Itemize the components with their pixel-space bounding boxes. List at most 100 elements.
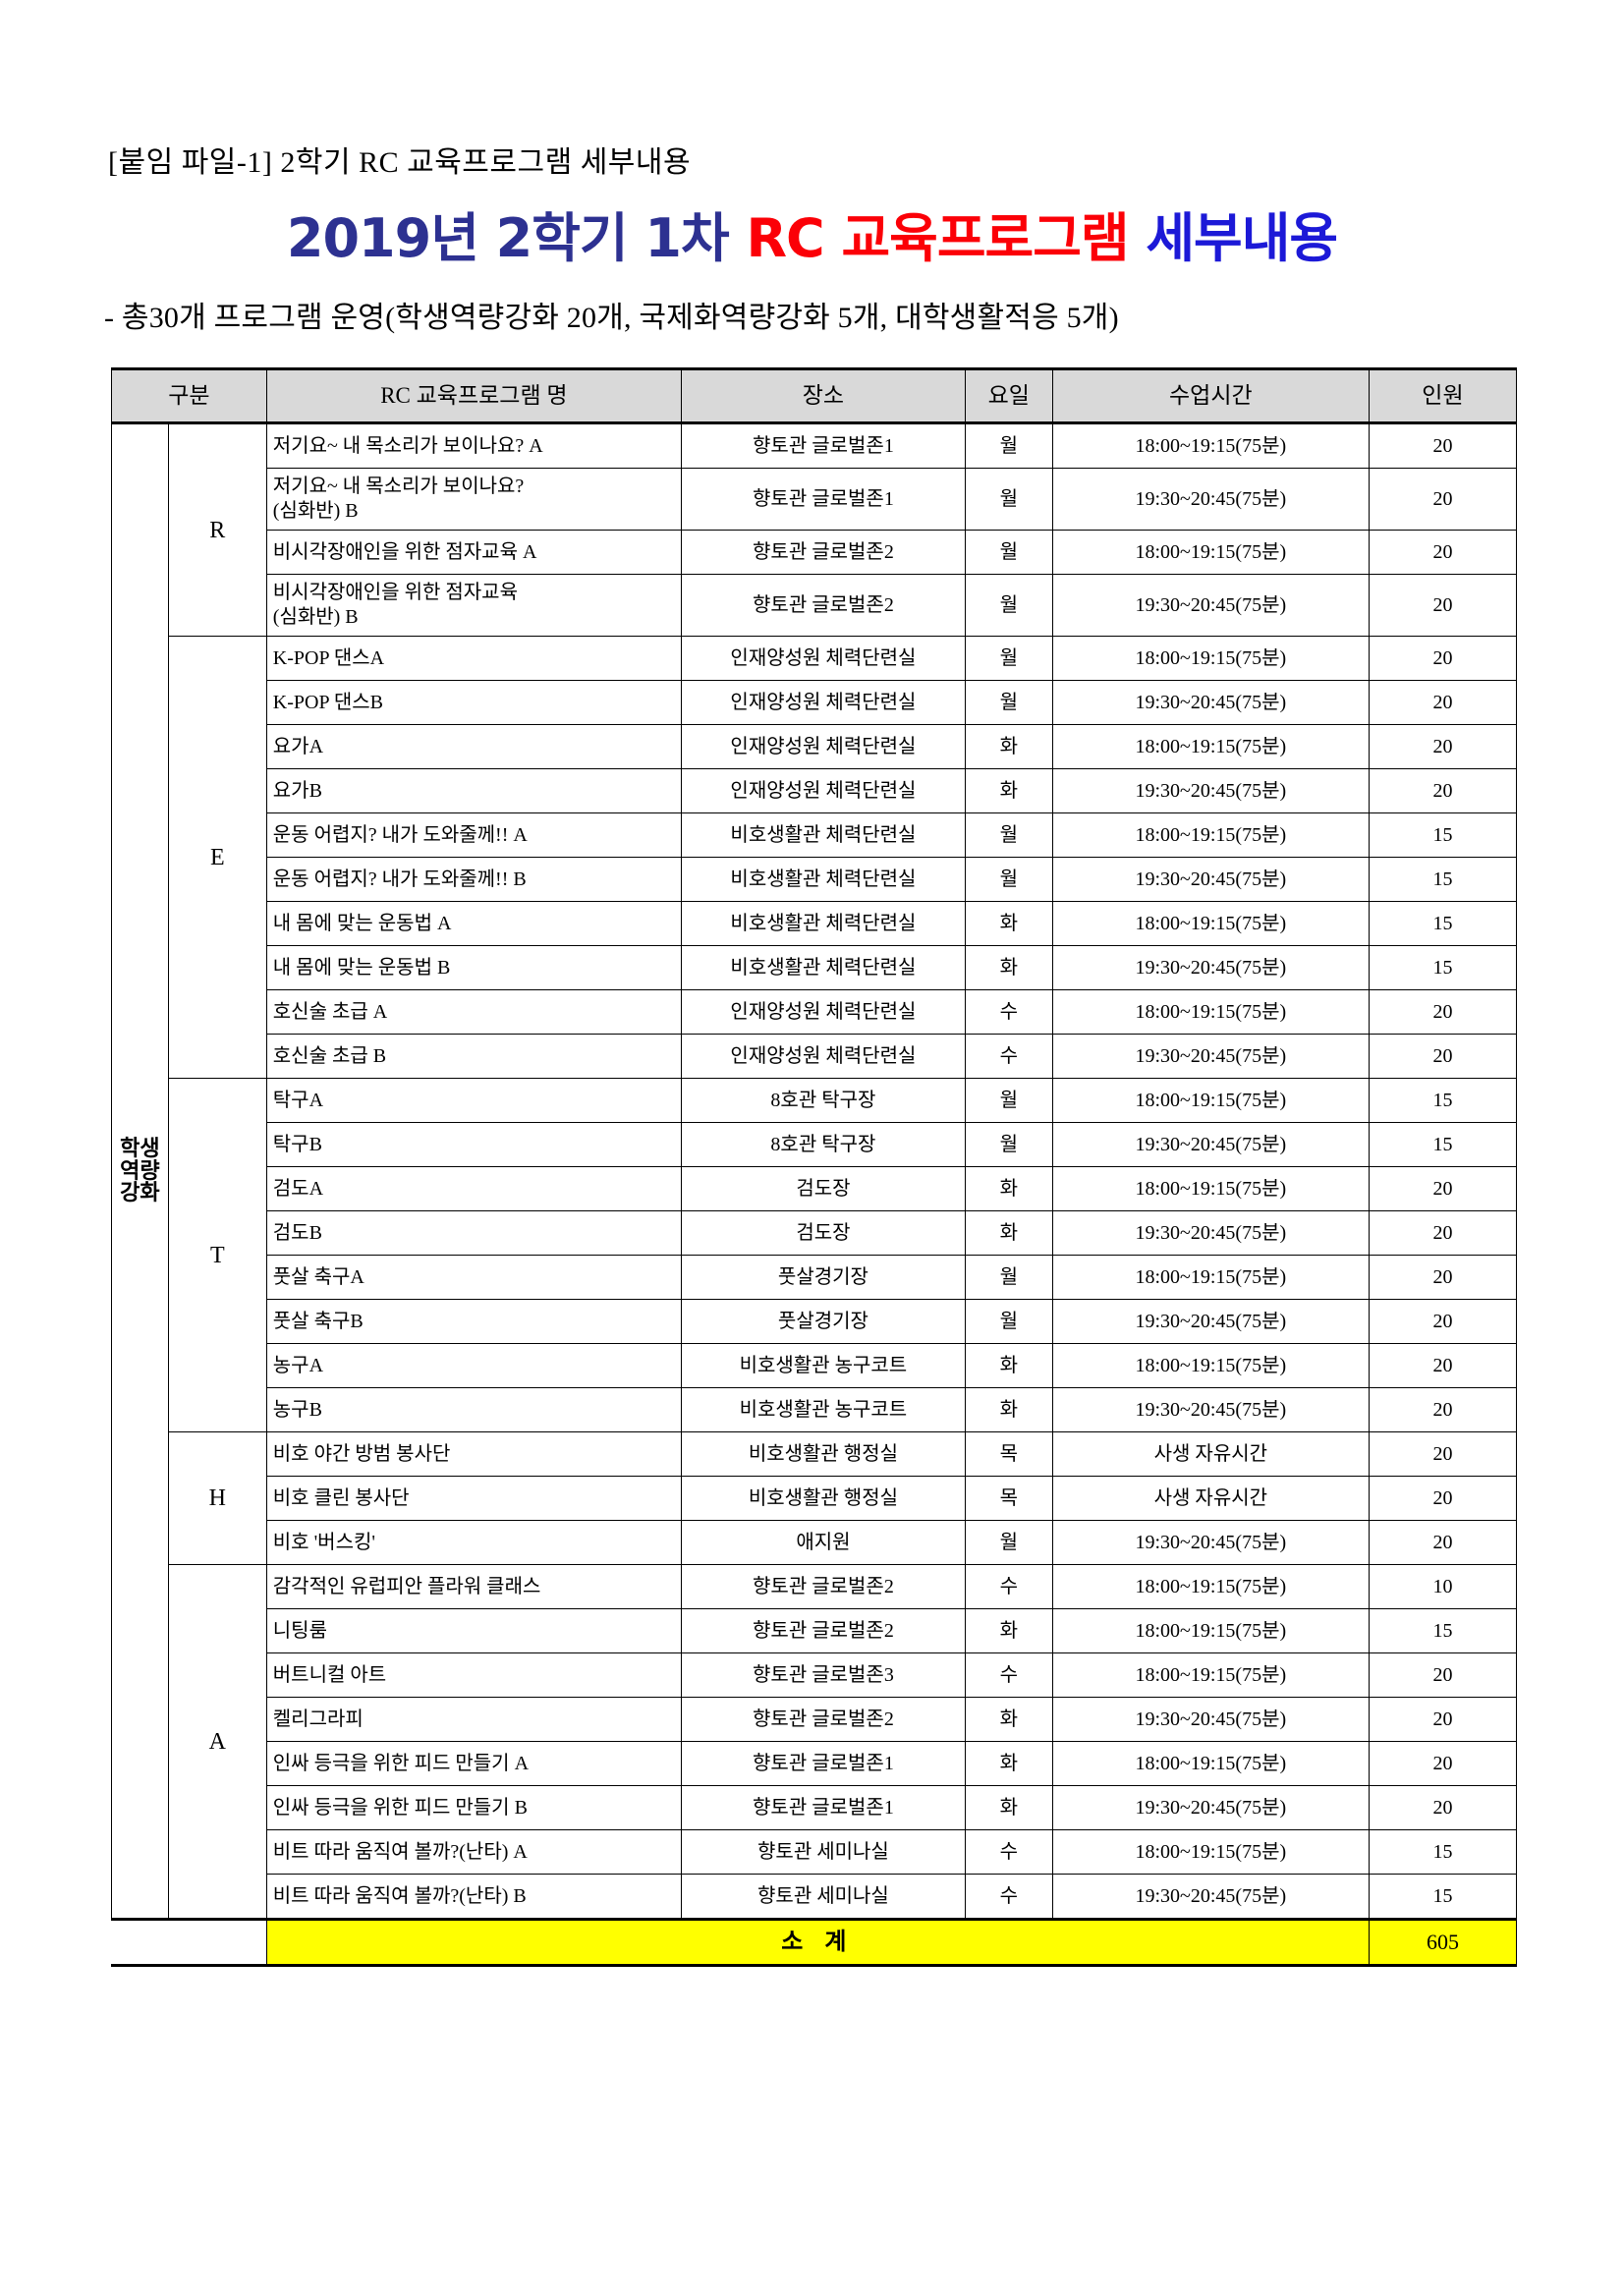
time-cell: 사생 자유시간 — [1051, 1431, 1370, 1477]
program-name-cell: 탁구B — [265, 1122, 682, 1167]
time-cell: 19:30~20:45(75분) — [1051, 1520, 1370, 1565]
capacity-cell: 15 — [1368, 1122, 1518, 1167]
place-cell: 향토관 세미나실 — [680, 1829, 966, 1875]
program-name-cell: 비호 클린 봉사단 — [265, 1476, 682, 1521]
place-cell: 비호생활관 농구코트 — [680, 1343, 966, 1388]
place-cell: 인재양성원 체력단련실 — [680, 989, 966, 1035]
group-code-cell-a: A — [167, 1564, 267, 1920]
table-row: 비트 따라 움직여 볼까?(난타) A 향토관 세미나실 수 18:00~19:15(… — [112, 1829, 1518, 1875]
program-name-cell: 저기요~ 내 목소리가 보이나요? (심화반) B — [265, 468, 682, 531]
place-cell: 향토관 세미나실 — [680, 1874, 966, 1920]
table-row: 호신술 초급 A 인재양성원 체력단련실 수 18:00~19:15(75분) 20 — [112, 989, 1518, 1035]
day-cell: 월 — [964, 530, 1053, 575]
program-name-line: 감각적인 유럽피안 플라워 클래스 — [272, 1575, 541, 1597]
program-name-cell: 농구B — [265, 1387, 682, 1432]
capacity-cell: 20 — [1368, 1034, 1518, 1079]
capacity-cell: 20 — [1368, 530, 1518, 575]
program-name-line: 인싸 등극을 위한 피드 만들기 A — [272, 1752, 530, 1774]
day-cell: 화 — [964, 1210, 1053, 1256]
program-name-cell: 운동 어렵지? 내가 도와줄께!! A — [265, 812, 682, 858]
time-cell: 18:00~19:15(75분) — [1051, 724, 1370, 769]
time-cell: 19:30~20:45(75분) — [1051, 768, 1370, 813]
time-cell: 19:30~20:45(75분) — [1051, 680, 1370, 725]
place-cell: 인재양성원 체력단련실 — [680, 1034, 966, 1079]
capacity-cell: 20 — [1368, 1255, 1518, 1300]
program-name-cell: 니팅룸 — [265, 1608, 682, 1653]
place-cell: 인재양성원 체력단련실 — [680, 724, 966, 769]
table-row: E K-POP 댄스A 인재양성원 체력단련실 월 18:00~19:15(75분) 20 — [112, 636, 1518, 1079]
column-header-time: 수업시간 — [1051, 367, 1370, 424]
table-row: 켈리그라피 향토관 글로벌존2 화 19:30~20:45(75분) 20 — [112, 1697, 1518, 1742]
place-cell: 향토관 글로벌존1 — [680, 422, 966, 469]
program-name-line: 내 몸에 맞는 운동법 A — [272, 912, 452, 934]
capacity-cell: 20 — [1368, 1210, 1518, 1256]
program-name-line: 비트 따라 움직여 볼까?(난타) B — [272, 1884, 527, 1907]
day-cell: 목 — [964, 1476, 1053, 1521]
subtotal-label: 소 계 — [265, 1918, 1370, 1967]
program-name-cell: 인싸 등극을 위한 피드 만들기 B — [265, 1785, 682, 1830]
program-name-cell: 비트 따라 움직여 볼까?(난타) B — [265, 1874, 682, 1920]
subtotal-blank-cell — [111, 1918, 267, 1967]
day-cell: 화 — [964, 1608, 1053, 1653]
table-row: 비트 따라 움직여 볼까?(난타) B 향토관 세미나실 수 19:30~20:45(… — [112, 1874, 1518, 1920]
program-name-line: 저기요~ 내 목소리가 보이나요? A — [272, 434, 543, 457]
program-name-cell: 비트 따라 움직여 볼까?(난타) A — [265, 1829, 682, 1875]
place-cell: 향토관 글로벌존1 — [680, 1741, 966, 1786]
column-header-place: 장소 — [680, 367, 966, 424]
category-label-char: 화 — [140, 1180, 160, 1205]
day-cell: 수 — [964, 1564, 1053, 1609]
time-cell: 18:00~19:15(75분) — [1051, 636, 1370, 681]
place-cell: 검도장 — [680, 1210, 966, 1256]
program-table: 구분 RC 교육프로그램 명 장소 요일 수업시간 인원 학 역 강 생 량 화 R 저기요~… — [111, 367, 1518, 1967]
program-name-line: 검도A — [272, 1177, 324, 1200]
table-row: 인싸 등극을 위한 피드 만들기 A 향토관 글로벌존1 화 18:00~19:15(… — [112, 1741, 1518, 1786]
program-name-cell: 호신술 초급 B — [265, 1034, 682, 1079]
table-head: 구분 RC 교육프로그램 명 장소 요일 수업시간 인원 — [111, 367, 1518, 424]
time-cell: 19:30~20:45(75분) — [1051, 1034, 1370, 1079]
day-cell: 월 — [964, 636, 1053, 681]
table-row: 검도B 검도장 화 19:30~20:45(75분) 20 — [112, 1210, 1518, 1256]
day-cell: 월 — [964, 812, 1053, 858]
page-title-part-blue: 세부내용 — [1146, 207, 1338, 269]
capacity-cell: 20 — [1368, 468, 1518, 531]
table-row: 농구B 비호생활관 농구코트 화 19:30~20:45(75분) 20 — [112, 1387, 1518, 1432]
place-cell: 향토관 글로벌존2 — [680, 1608, 966, 1653]
program-name-line: 비시각장애인을 위한 점자교육 — [272, 582, 518, 603]
day-cell: 화 — [964, 768, 1053, 813]
program-name-cell: 감각적인 유럽피안 플라워 클래스 — [265, 1564, 682, 1609]
group-code-cell-e: E — [167, 636, 267, 1079]
program-name-line: 풋살 축구B — [272, 1310, 364, 1332]
capacity-cell: 15 — [1368, 901, 1518, 946]
time-cell: 18:00~19:15(75분) — [1051, 530, 1370, 575]
day-cell: 월 — [964, 680, 1053, 725]
time-cell: 18:00~19:15(75분) — [1051, 812, 1370, 858]
place-cell: 비호생활관 행정실 — [680, 1431, 966, 1477]
table-row: 비시각장애인을 위한 점자교육 A 향토관 글로벌존2 월 18:00~19:15(7… — [112, 530, 1518, 575]
place-cell: 비호생활관 체력단련실 — [680, 945, 966, 990]
program-name-cell: 비호 야간 방범 봉사단 — [265, 1431, 682, 1477]
table-row: 니팅룸 향토관 글로벌존2 화 18:00~19:15(75분) 15 — [112, 1608, 1518, 1653]
capacity-cell: 15 — [1368, 1829, 1518, 1875]
program-name-cell: 버트니컬 아트 — [265, 1652, 682, 1698]
column-header-category: 구분 — [111, 367, 267, 424]
group-code-cell-h: H — [167, 1431, 267, 1565]
table-row: 호신술 초급 B 인재양성원 체력단련실 수 19:30~20:45(75분) 20 — [112, 1034, 1518, 1079]
capacity-cell: 20 — [1368, 1299, 1518, 1344]
place-cell: 비호생활관 체력단련실 — [680, 901, 966, 946]
day-cell: 월 — [964, 1520, 1053, 1565]
place-cell: 8호관 탁구장 — [680, 1122, 966, 1167]
place-cell: 향토관 글로벌존2 — [680, 1564, 966, 1609]
program-name-line: 비트 따라 움직여 볼까?(난타) A — [272, 1840, 528, 1863]
table-row: 요가A 인재양성원 체력단련실 화 18:00~19:15(75분) 20 — [112, 724, 1518, 769]
day-cell: 화 — [964, 1343, 1053, 1388]
program-name-cell: 농구A — [265, 1343, 682, 1388]
capacity-cell: 20 — [1368, 1166, 1518, 1211]
program-name-line: 비호 야간 방범 봉사단 — [272, 1442, 451, 1465]
place-cell: 향토관 글로벌존1 — [680, 468, 966, 531]
table-row: 내 몸에 맞는 운동법 B 비호생활관 체력단련실 화 19:30~20:45(75분… — [112, 945, 1518, 990]
column-header-day: 요일 — [964, 367, 1053, 424]
time-cell: 18:00~19:15(75분) — [1051, 1343, 1370, 1388]
group-code-cell-r: R — [167, 422, 267, 637]
day-cell: 월 — [964, 1255, 1053, 1300]
